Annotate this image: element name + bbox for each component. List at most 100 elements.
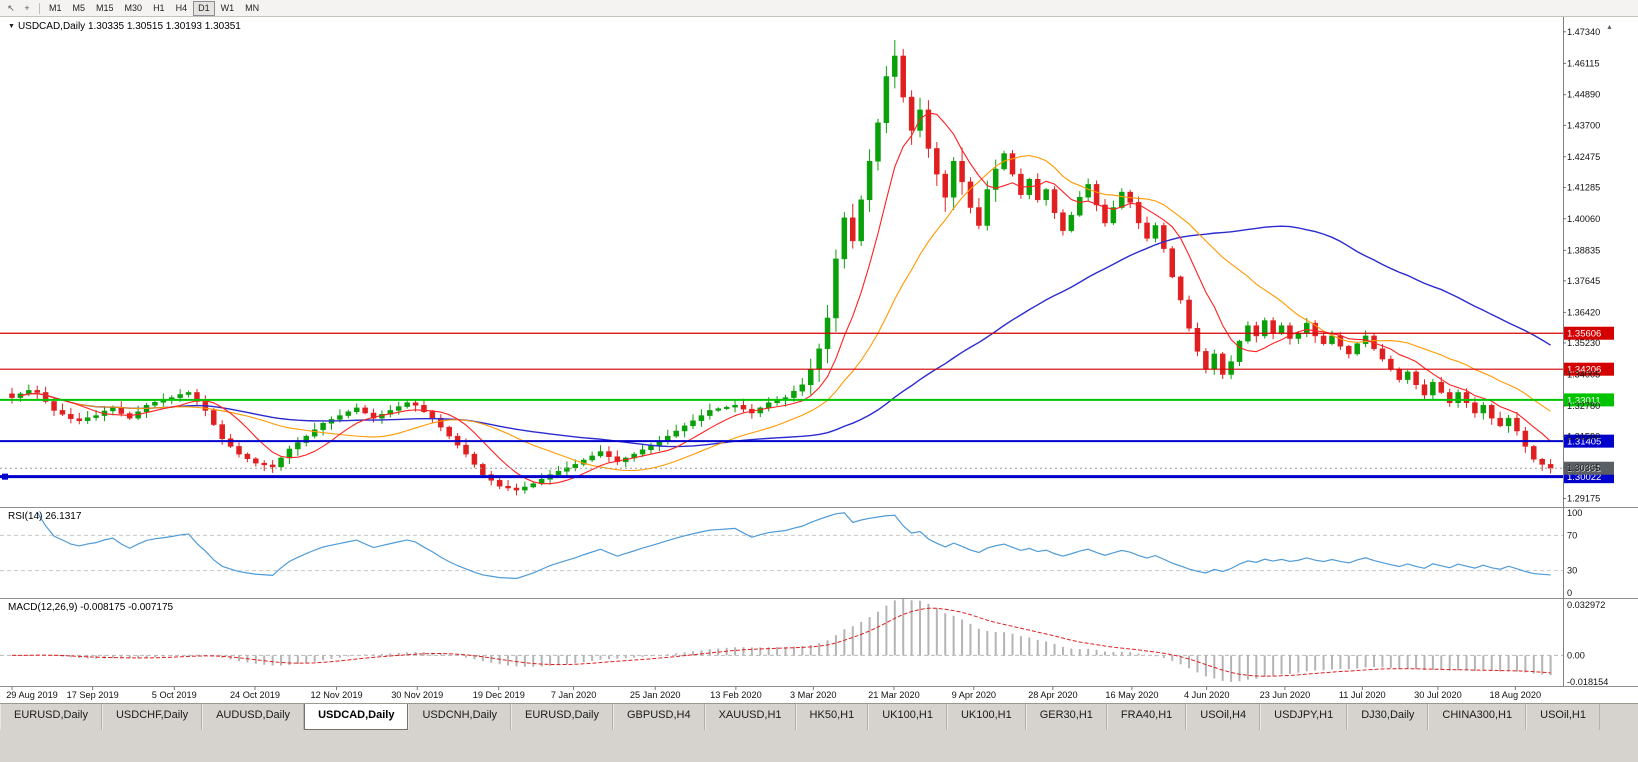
pointer-icon[interactable]: ↖	[7, 2, 15, 13]
svg-text:1.34005: 1.34005	[1567, 369, 1600, 379]
timeframe-button-d1[interactable]: D1	[193, 0, 215, 16]
timeframe-button-m1[interactable]: M1	[49, 2, 62, 13]
price-tag-1.33011[interactable]: 1.33011	[1564, 393, 1614, 407]
svg-text:1.30365: 1.30365	[1567, 463, 1600, 473]
rsi-scale-label: 70	[1567, 530, 1577, 540]
chart-tab-usdcnh-daily[interactable]: USDCNH,Daily	[408, 704, 512, 730]
macd-histogram	[19, 598, 1552, 682]
svg-text:1.35230: 1.35230	[1567, 338, 1600, 348]
timeframe-button-h4[interactable]: H4	[175, 2, 188, 13]
chart-tab-uk100-h1[interactable]: UK100,H1	[946, 704, 1026, 730]
chart-tab-ger30-h1[interactable]: GER30,H1	[1025, 704, 1107, 730]
svg-text:24 Oct 2019: 24 Oct 2019	[230, 690, 280, 700]
timeframe-button-m30[interactable]: M30	[124, 2, 143, 13]
svg-text:18 Aug 2020: 18 Aug 2020	[1489, 690, 1541, 700]
svg-text:16 May 2020: 16 May 2020	[1105, 690, 1158, 700]
chart-tab-gbpusd-h4[interactable]: GBPUSD,H4	[613, 704, 705, 730]
timeframe-button-m15[interactable]: M15	[96, 2, 114, 13]
svg-text:1.31405: 1.31405	[1567, 437, 1601, 448]
top-toolbar: ↖ + M1 M5 M15 M30 H1 H4 D1 W1 MN	[0, 0, 1638, 17]
svg-text:1.30022: 1.30022	[1567, 472, 1601, 483]
svg-text:1.34206: 1.34206	[1567, 365, 1601, 376]
rsi-scale-label: 100	[1567, 508, 1582, 518]
chart-tab-eurusd-daily[interactable]: EURUSD,Daily	[0, 704, 102, 730]
price-chart-svg[interactable]: 1.35606 1.34206 1.33011 1.31405 1.300221.303…	[0, 17, 1638, 703]
svg-text:1.29175: 1.29175	[1567, 493, 1600, 503]
svg-text:1.30351: 1.30351	[1567, 464, 1601, 475]
timeframe-button-w1[interactable]: W1	[220, 2, 235, 13]
svg-text:4 Jun 2020: 4 Jun 2020	[1184, 690, 1229, 700]
price-tag-1.31405[interactable]: 1.31405	[1564, 434, 1614, 448]
price-tag-1.34206[interactable]: 1.34206	[1564, 362, 1614, 376]
svg-text:1.37645: 1.37645	[1567, 276, 1600, 286]
svg-text:17 Sep 2019: 17 Sep 2019	[67, 690, 119, 700]
svg-text:1.36420: 1.36420	[1567, 307, 1600, 317]
svg-text:12 Nov 2019: 12 Nov 2019	[310, 690, 362, 700]
svg-text:5 Oct 2019: 5 Oct 2019	[152, 690, 197, 700]
moving-average-line-8[interactable]	[20, 112, 1551, 485]
chart-ohlc-label: ▼ USDCAD,Daily 1.30335 1.30515 1.30193 1.…	[8, 21, 241, 32]
scroll-up-icon[interactable]: ▲	[1606, 24, 1613, 31]
svg-text:1.31590: 1.31590	[1567, 431, 1600, 441]
svg-text:13 Feb 2020: 13 Feb 2020	[710, 690, 762, 700]
svg-text:1.43700: 1.43700	[1567, 120, 1600, 130]
svg-text:30 Jul 2020: 30 Jul 2020	[1414, 690, 1462, 700]
chart-tab-usoil-h4[interactable]: USOil,H4	[1186, 704, 1261, 730]
chart-tab-hk50-h1[interactable]: HK50,H1	[795, 704, 869, 730]
moving-average-line-20[interactable]	[20, 154, 1551, 472]
timeframe-button-h1[interactable]: H1	[153, 2, 165, 13]
toolbar-separator	[39, 2, 40, 14]
symbol-dropdown-icon[interactable]: ▼	[8, 23, 15, 30]
chart-tab-usoil-h1[interactable]: USOil,H1	[1526, 704, 1600, 730]
candles-layer	[9, 39, 1554, 496]
chart-tab-uk100-h1[interactable]: UK100,H1	[868, 704, 947, 730]
macd-scale-label: 0.032972	[1567, 600, 1605, 610]
price-axis-labels: 1.47340 1.46115 1.44890 1.43700 1.42475 1.412…	[1563, 27, 1600, 503]
svg-text:1.35606: 1.35606	[1567, 329, 1601, 340]
crosshair-icon[interactable]: +	[24, 2, 30, 13]
svg-text:1.32780: 1.32780	[1567, 401, 1600, 411]
macd-signal-line	[11, 607, 1551, 677]
svg-text:23 Jun 2020: 23 Jun 2020	[1260, 690, 1311, 700]
svg-text:1.41285: 1.41285	[1567, 182, 1600, 192]
moving-average-line-55[interactable]	[20, 225, 1551, 448]
macd-scale-label: -0.018154	[1567, 677, 1608, 687]
timeframe-button-mn[interactable]: MN	[245, 2, 260, 13]
chart-region[interactable]: 1.35606 1.34206 1.33011 1.31405 1.30022 1.303…	[0, 17, 1638, 703]
macd-indicator-label: MACD(12,26,9) -0.008175 -0.007175	[8, 602, 174, 613]
svg-text:29 Aug 2019: 29 Aug 2019	[6, 690, 58, 700]
chart-tabs-bar: EURUSD,Daily USDCHF,Daily AUDUSD,Daily USDC…	[0, 703, 1638, 730]
date-axis-labels: 29 Aug 2019 17 Sep 2019 5 Oct 2019 24 Oct 2…	[6, 687, 1541, 700]
timeframe-buttons: M1 M5 M15 M30 H1 H4 D1 W1 MN	[44, 0, 265, 16]
rsi-scale-label: 0	[1567, 588, 1572, 598]
svg-text:1.42475: 1.42475	[1567, 152, 1600, 162]
chart-tab-eurusd-daily[interactable]: EURUSD,Daily	[511, 704, 613, 730]
svg-text:30 Nov 2019: 30 Nov 2019	[391, 690, 443, 700]
chart-tab-usdcad-daily[interactable]: USDCAD,Daily	[304, 704, 409, 730]
chart-tab-usdchf-daily[interactable]: USDCHF,Daily	[101, 704, 203, 730]
chart-tab-xauusd-h1[interactable]: XAUUSD,H1	[704, 704, 796, 730]
price-tag-1.35606[interactable]: 1.35606	[1564, 326, 1614, 340]
rsi-line	[36, 512, 1551, 580]
chart-tab-usdjpy-h1[interactable]: USDJPY,H1	[1260, 704, 1348, 730]
svg-text:9 Apr 2020: 9 Apr 2020	[952, 690, 996, 700]
svg-text:3 Mar 2020: 3 Mar 2020	[790, 690, 836, 700]
line-handle[interactable]	[2, 473, 8, 480]
rsi-indicator-label: RSI(14) 26.1317	[8, 511, 82, 522]
current-price-tag[interactable]: 1.30351	[1564, 461, 1614, 475]
svg-text:1.40060: 1.40060	[1567, 214, 1600, 224]
svg-text:19 Dec 2019: 19 Dec 2019	[473, 690, 525, 700]
svg-text:1.38835: 1.38835	[1567, 245, 1600, 255]
svg-text:1.44890: 1.44890	[1567, 90, 1600, 100]
timeframe-button-m5[interactable]: M5	[72, 2, 86, 13]
chart-tab-fra40-h1[interactable]: FRA40,H1	[1106, 704, 1187, 730]
svg-text:1.33011: 1.33011	[1567, 395, 1601, 406]
chart-tab-audusd-daily[interactable]: AUDUSD,Daily	[202, 704, 305, 730]
chart-tab-china300-h1[interactable]: CHINA300,H1	[1428, 704, 1527, 730]
svg-text:21 Mar 2020: 21 Mar 2020	[868, 690, 920, 700]
svg-text:7 Jan 2020: 7 Jan 2020	[551, 690, 596, 700]
svg-text:1.47340: 1.47340	[1567, 27, 1600, 37]
svg-text:28 Apr 2020: 28 Apr 2020	[1028, 690, 1078, 700]
chart-tab-dj30-daily[interactable]: DJ30,Daily	[1347, 704, 1429, 730]
